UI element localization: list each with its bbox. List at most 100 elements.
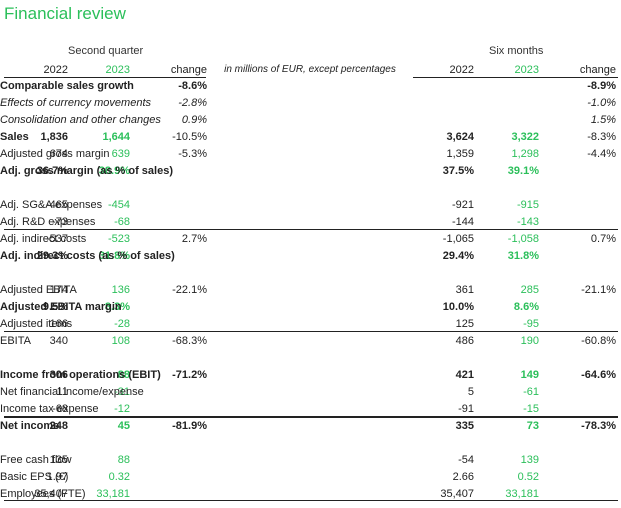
cell-s23: 0.52 xyxy=(517,471,539,483)
cell-s23: -15 xyxy=(523,403,539,415)
cell-label: Adjusted items xyxy=(0,318,73,330)
cell-s23: 8.6% xyxy=(513,301,539,313)
cell-s22: -54 xyxy=(458,454,474,466)
cell-q22: -465 xyxy=(45,199,68,211)
cell-q23: 136 xyxy=(111,284,130,296)
cell-label: Adj. indirect costs (as % of sales) xyxy=(0,250,175,262)
table-row: -537 -523 2.7% Adj. indirect costs -1,065 -1,… xyxy=(0,231,621,248)
cell-q23: 38.9% xyxy=(98,165,130,177)
table-row: 1.97 0.32 Basic EPS (€) 2.66 0.52 xyxy=(0,469,621,486)
cell-q22: 340 xyxy=(49,335,68,347)
cell-q23: -454 xyxy=(107,199,130,211)
cell-s23: -143 xyxy=(516,216,539,228)
cell-s22: -921 xyxy=(451,199,474,211)
cell-s23: -61 xyxy=(523,386,539,398)
table-row: 36.7% 38.9% Adj. gross margin (as % of sal… xyxy=(0,163,621,180)
cell-q22: 1,836 xyxy=(40,131,68,143)
table-row: -73 -68 Adj. R&D expenses -144 -143 xyxy=(0,214,621,231)
cell-s22: 37.5% xyxy=(442,165,474,177)
table-row: 11 -31 Net financial income/expense 5 -61 xyxy=(0,384,621,401)
cell-label: Effects of currency movements xyxy=(0,97,151,109)
table-row: -2.8% Effects of currency movements -1.0% xyxy=(0,95,621,112)
cell-qch: 2.7% xyxy=(181,233,207,245)
header-s-2023: 2023 xyxy=(514,64,539,76)
cell-sch: -60.8% xyxy=(581,335,616,347)
cell-s22: 10.0% xyxy=(442,301,474,313)
cell-q23: -31 xyxy=(114,386,130,398)
cell-q23: 88 xyxy=(117,369,130,381)
cell-s22: 35,407 xyxy=(440,488,474,500)
divider-indirect-costs xyxy=(4,229,618,230)
cell-q22: -73 xyxy=(52,216,68,228)
table-row: -465 -454 Adj. SG&A expenses -921 -915 xyxy=(0,197,621,214)
cell-qch: -81.9% xyxy=(172,420,207,432)
header-underline-right xyxy=(413,77,618,78)
cell-s22: -91 xyxy=(458,403,474,415)
cell-qch: -2.8% xyxy=(178,97,207,109)
cell-s22: 5 xyxy=(467,386,474,398)
cell-q22: 9.5% xyxy=(42,301,68,313)
cell-s22: 125 xyxy=(455,318,474,330)
cell-q22: 674 xyxy=(49,148,68,160)
table-row: 166 -28 Adjusted items 125 -95 xyxy=(0,316,621,333)
cell-q22: 1.97 xyxy=(46,471,68,483)
cell-q22: -68 xyxy=(52,403,68,415)
cell-s23: 1,298 xyxy=(511,148,539,160)
cell-q22: 306 xyxy=(49,369,68,381)
cell-s23: 190 xyxy=(520,335,539,347)
cell-label: Adj. indirect costs xyxy=(0,233,87,245)
cell-sch: -64.6% xyxy=(581,369,616,381)
cell-sch: -1.0% xyxy=(587,97,616,109)
header-s-change: change xyxy=(579,64,616,76)
header-q-2023: 2023 xyxy=(105,64,130,76)
cell-s22: 29.4% xyxy=(442,250,474,262)
column-header-row: 2022 2023 change in millions of EUR, exc… xyxy=(0,63,621,79)
cell-label: Free cash flow xyxy=(0,454,72,466)
cell-sch: -4.4% xyxy=(587,148,616,160)
header-q-2022: 2022 xyxy=(43,64,68,76)
header-underline-left xyxy=(4,77,206,78)
cell-qch: 0.9% xyxy=(181,114,207,126)
cell-q23: 88 xyxy=(117,454,130,466)
cell-q22: 29.3% xyxy=(36,250,68,262)
table-row: 174 136 -22.1% Adjusted EBITA 361 285 -21.1% xyxy=(0,282,621,299)
cell-label: EBITA xyxy=(0,335,31,347)
cell-q23: 8.3% xyxy=(104,301,130,313)
cell-s23: 73 xyxy=(526,420,539,432)
table-row: 306 88 -71.2% Income from operations (EBIT)… xyxy=(0,367,621,384)
table-row: 29.3% 31.8% Adj. indirect costs (as % of s… xyxy=(0,248,621,265)
group-heading-six-months: Six months xyxy=(489,45,544,57)
header-q-change: change xyxy=(170,64,207,76)
cell-s22: 486 xyxy=(455,335,474,347)
cell-q23: 33,181 xyxy=(96,488,130,500)
cell-qch: -68.3% xyxy=(172,335,207,347)
table-row: 0.9% Consolidation and other changes 1.5% xyxy=(0,112,621,129)
cell-s22: 3,624 xyxy=(446,131,474,143)
cell-sch: 0.7% xyxy=(590,233,616,245)
cell-label: Income from operations (EBIT) xyxy=(0,369,161,381)
cell-q22: -537 xyxy=(45,233,68,245)
cell-label: Comparable sales growth xyxy=(0,80,134,92)
cell-q22: 135 xyxy=(49,454,68,466)
cell-s22: 1,359 xyxy=(446,148,474,160)
group-heading-quarter: Second quarter xyxy=(68,45,144,57)
cell-qch: -10.5% xyxy=(172,131,207,143)
cell-label: Basic EPS (€) xyxy=(0,471,69,483)
cell-s22: -144 xyxy=(451,216,474,228)
cell-s23: 33,181 xyxy=(505,488,539,500)
cell-s23: 139 xyxy=(520,454,539,466)
cell-s23: 285 xyxy=(520,284,539,296)
cell-label: Adjusted EBITA margin xyxy=(0,301,122,313)
cell-sch: -21.1% xyxy=(581,284,616,296)
cell-q22: 248 xyxy=(49,420,68,432)
cell-q23: 1,644 xyxy=(102,131,130,143)
cell-s23: -915 xyxy=(516,199,539,211)
table-row: 1,836 1,644 -10.5% Sales 3,624 3,322 -8.3% xyxy=(0,129,621,146)
header-s-2022: 2022 xyxy=(449,64,474,76)
table-row: 674 639 -5.3% Adjusted gross margin 1,359 1,2… xyxy=(0,146,621,163)
cell-q23: 0.32 xyxy=(108,471,130,483)
cell-s23: 149 xyxy=(520,369,539,381)
cell-q23: 45 xyxy=(117,420,130,432)
cell-label: Adj. SG&A expenses xyxy=(0,199,103,211)
cell-sch: -78.3% xyxy=(581,420,616,432)
